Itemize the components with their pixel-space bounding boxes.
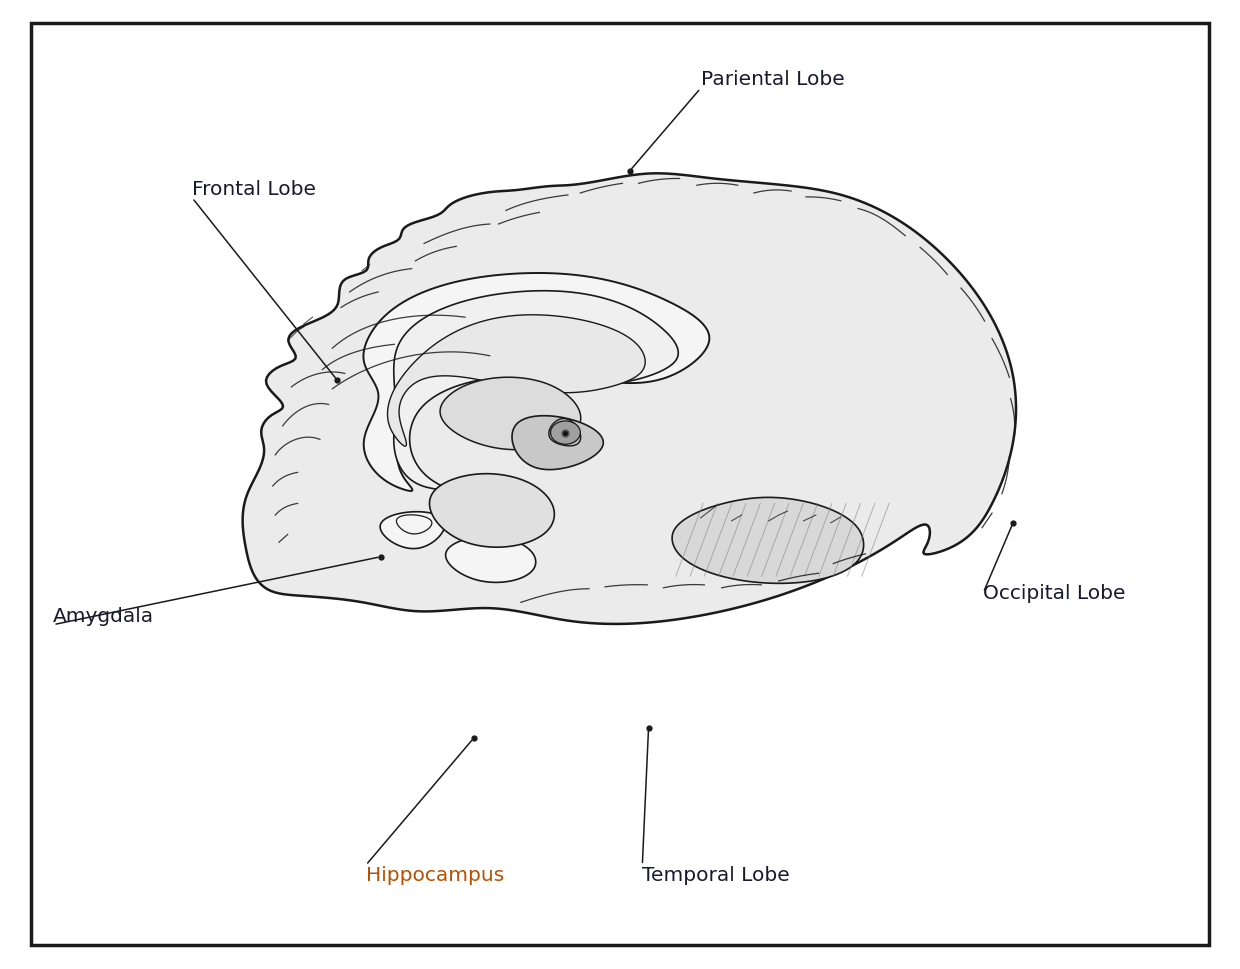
- PathPatch shape: [243, 174, 1016, 624]
- Text: Temporal Lobe: Temporal Lobe: [642, 865, 790, 885]
- PathPatch shape: [381, 513, 445, 549]
- Text: Frontal Lobe: Frontal Lobe: [192, 179, 316, 199]
- PathPatch shape: [549, 419, 580, 447]
- PathPatch shape: [672, 498, 863, 583]
- Text: Occipital Lobe: Occipital Lobe: [983, 583, 1126, 603]
- PathPatch shape: [397, 516, 432, 534]
- Text: Pariental Lobe: Pariental Lobe: [701, 70, 844, 89]
- PathPatch shape: [445, 537, 536, 582]
- PathPatch shape: [512, 417, 604, 470]
- PathPatch shape: [363, 273, 709, 491]
- PathPatch shape: [388, 316, 645, 447]
- Text: Amygdala: Amygdala: [53, 606, 155, 625]
- Circle shape: [551, 422, 580, 445]
- PathPatch shape: [394, 292, 678, 490]
- PathPatch shape: [440, 378, 580, 451]
- PathPatch shape: [429, 474, 554, 547]
- Text: Hippocampus: Hippocampus: [366, 865, 503, 885]
